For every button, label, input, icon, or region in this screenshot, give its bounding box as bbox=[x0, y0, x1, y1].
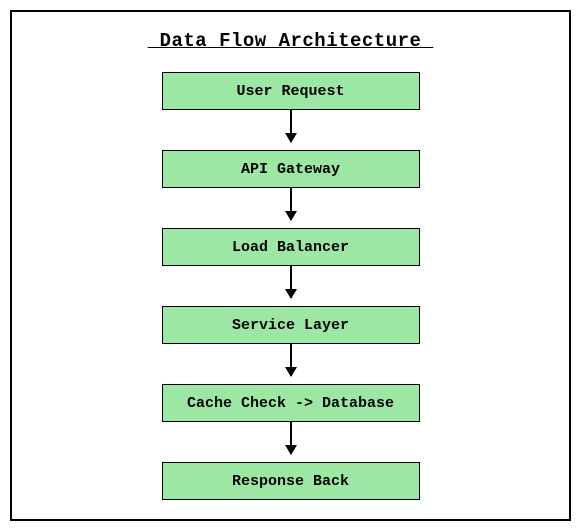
arrow-4 bbox=[290, 422, 292, 454]
arrow-1 bbox=[290, 188, 292, 220]
node-response-back: Response Back bbox=[162, 462, 420, 500]
node-service-layer: Service Layer bbox=[162, 306, 420, 344]
diagram-frame: Data Flow Architecture User Request API … bbox=[10, 10, 571, 521]
node-api-gateway: API Gateway bbox=[162, 150, 420, 188]
node-cache-database: Cache Check -> Database bbox=[162, 384, 420, 422]
diagram-title: Data Flow Architecture bbox=[148, 30, 434, 52]
node-load-balancer: Load Balancer bbox=[162, 228, 420, 266]
arrow-2 bbox=[290, 266, 292, 298]
node-user-request: User Request bbox=[162, 72, 420, 110]
arrow-0 bbox=[290, 110, 292, 142]
arrow-3 bbox=[290, 344, 292, 376]
